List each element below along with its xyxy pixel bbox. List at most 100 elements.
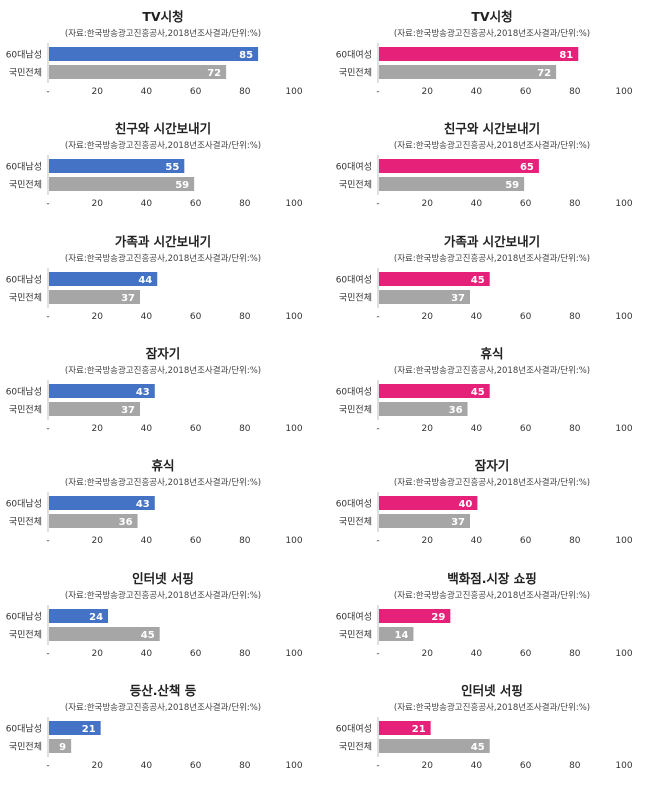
category-label: 국민전체: [9, 68, 42, 79]
data-label: 45: [471, 275, 485, 286]
data-label: 45: [471, 742, 485, 753]
chart-source-note: (자료:한국방송광고진흥공사,2018년조사결과/단위:%): [64, 703, 262, 713]
chart-title: 휴식: [480, 346, 504, 361]
chart-plot: 60대여성 40 국민전체 37 - 20 40 60 80 100: [336, 492, 633, 546]
x-tick-label: 100: [285, 199, 302, 209]
chart-plot: 60대남성 85 국민전체 72 - 20 40 60 80 100: [6, 43, 303, 97]
x-tick-label: -: [376, 312, 379, 322]
bar-chart: 휴식 (자료:한국방송광고진흥공사,2018년조사결과/단위:%) 60대여성 45 국…: [329, 343, 652, 453]
chart-source-note: (자료:한국방송광고진흥공사,2018년조사결과/단위:%): [393, 478, 591, 488]
data-label: 29: [431, 612, 445, 623]
x-tick-label: 80: [569, 536, 581, 546]
category-label: 60대남성: [6, 50, 42, 61]
x-tick-label: 60: [190, 536, 202, 546]
x-tick-label: 40: [141, 199, 153, 209]
chart-title: 친구와 시간보내기: [114, 121, 212, 136]
data-label: 44: [138, 275, 152, 286]
bar-national: [379, 65, 557, 79]
data-label: 36: [449, 405, 463, 416]
x-tick-label: -: [46, 649, 49, 659]
bar-60s: [379, 609, 451, 623]
chart-title: 인터넷 서핑: [132, 571, 194, 586]
x-tick-label: 40: [141, 87, 153, 97]
chart-title: 가족과 시간보내기: [443, 234, 541, 249]
x-tick-label: 60: [190, 761, 202, 771]
x-tick-label: 100: [285, 536, 302, 546]
chart-plot: 60대여성 45 국민전체 37 - 20 40 60 80 100: [336, 268, 633, 322]
x-tick-label: 20: [421, 649, 433, 659]
x-tick-label: 80: [569, 312, 581, 322]
bar-60s: [49, 47, 259, 61]
x-tick-label: 40: [471, 199, 483, 209]
bar-national: [379, 177, 525, 191]
bar-chart: 인터넷 서핑 (자료:한국방송광고진흥공사,2018년조사결과/단위:%) 60대남…: [0, 568, 326, 678]
bar-60s: [49, 496, 155, 510]
x-tick-label: 20: [91, 312, 103, 322]
bar-chart: 친구와 시간보내기 (자료:한국방송광고진흥공사,2018년조사결과/단위:%) 6…: [329, 118, 652, 228]
bar-national: [49, 65, 227, 79]
x-tick-label: 20: [91, 199, 103, 209]
chart-source-note: (자료:한국방송광고진흥공사,2018년조사결과/단위:%): [64, 478, 262, 488]
chart-source-note: (자료:한국방송광고진흥공사,2018년조사결과/단위:%): [64, 141, 262, 151]
data-label: 37: [451, 293, 465, 304]
x-tick-label: 100: [615, 312, 632, 322]
bar-60s: [379, 272, 490, 286]
chart-source-note: (자료:한국방송광고진흥공사,2018년조사결과/단위:%): [64, 254, 262, 264]
x-tick-label: 80: [239, 312, 251, 322]
data-label: 14: [395, 630, 409, 641]
chart-plot: 60대남성 43 국민전체 36 - 20 40 60 80 100: [6, 492, 303, 546]
data-label: 81: [559, 50, 573, 61]
x-tick-label: 80: [239, 536, 251, 546]
chart-source-note: (자료:한국방송광고진흥공사,2018년조사결과/단위:%): [64, 29, 262, 39]
x-tick-label: 40: [471, 761, 483, 771]
data-label: 40: [458, 499, 472, 510]
x-tick-label: 80: [569, 87, 581, 97]
chart-source-note: (자료:한국방송광고진흥공사,2018년조사결과/단위:%): [393, 366, 591, 376]
chart-title: TV시청: [471, 9, 513, 24]
chart-plot: 60대여성 21 국민전체 45 - 20 40 60 80 100: [336, 717, 633, 771]
x-tick-label: 20: [91, 87, 103, 97]
x-tick-label: 20: [421, 761, 433, 771]
x-tick-label: 80: [239, 199, 251, 209]
category-label: 60대여성: [336, 274, 372, 286]
chart-title: 인터넷 서핑: [461, 683, 523, 698]
x-tick-label: -: [46, 761, 49, 771]
bar-chart: 백화점.시장 쇼핑 (자료:한국방송광고진흥공사,2018년조사결과/단위:%) 6…: [329, 568, 652, 678]
bar-chart: 잠자기 (자료:한국방송광고진흥공사,2018년조사결과/단위:%) 60대남성 43…: [0, 343, 326, 453]
chart-source-note: (자료:한국방송광고진흥공사,2018년조사결과/단위:%): [393, 141, 591, 151]
x-tick-label: 40: [141, 312, 153, 322]
x-tick-label: 100: [615, 87, 632, 97]
x-tick-label: 100: [285, 761, 302, 771]
category-label: 60대여성: [336, 161, 372, 173]
x-tick-label: 60: [190, 199, 202, 209]
chart-plot: 60대남성 44 국민전체 37 - 20 40 60 80 100: [6, 268, 303, 322]
x-tick-label: -: [376, 87, 379, 97]
category-label: 국민전체: [339, 517, 372, 528]
category-label: 국민전체: [339, 68, 372, 79]
chart-plot: 60대남성 21 국민전체 9- 20 40 60 80 100: [6, 717, 303, 771]
data-label: 45: [141, 630, 155, 641]
chart-title: 친구와 시간보내기: [443, 121, 541, 136]
data-label: 9: [59, 742, 66, 753]
x-tick-label: -: [376, 424, 379, 434]
x-tick-label: 20: [421, 199, 433, 209]
bar-chart: 잠자기 (자료:한국방송광고진흥공사,2018년조사결과/단위:%) 60대여성 40…: [329, 455, 652, 565]
chart-title: 잠자기: [145, 346, 181, 361]
bar-national: [49, 514, 138, 528]
data-label: 21: [82, 724, 96, 735]
bar-60s: [49, 384, 155, 398]
chart-plot: 60대남성 43 국민전체 37 - 20 40 60 80 100: [6, 380, 303, 434]
category-label: 60대남성: [6, 275, 42, 286]
x-tick-label: 80: [239, 87, 251, 97]
bar-chart: 가족과 시간보내기 (자료:한국방송광고진흥공사,2018년조사결과/단위:%) 6…: [0, 231, 326, 341]
category-label: 60대남성: [6, 162, 42, 173]
x-tick-label: 100: [285, 87, 302, 97]
x-tick-label: 20: [91, 424, 103, 434]
bar-national: [379, 514, 471, 528]
chart-plot: 60대여성 45 국민전체 36 - 20 40 60 80 100: [336, 380, 633, 434]
bar-60s: [379, 47, 579, 61]
x-tick-label: -: [376, 649, 379, 659]
x-tick-label: 20: [91, 649, 103, 659]
bar-chart: TV시청 (자료:한국방송광고진흥공사,2018년조사결과/단위:%) 60대여성 8…: [329, 6, 652, 116]
x-tick-label: 60: [520, 536, 532, 546]
